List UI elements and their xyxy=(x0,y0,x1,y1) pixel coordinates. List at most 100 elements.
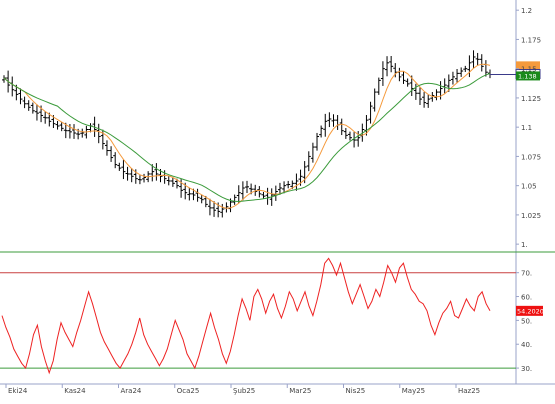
ohlc-bar xyxy=(187,187,192,201)
ohlc-bar xyxy=(72,124,77,139)
ohlc-bar xyxy=(10,76,15,97)
ohlc-bar xyxy=(277,182,282,195)
price-tick-label: 1.025 xyxy=(521,212,541,220)
x-tick-label: Nis25 xyxy=(346,387,366,395)
ohlc-bar xyxy=(22,96,27,109)
ohlc-bar xyxy=(257,186,262,198)
ohlc-bar xyxy=(347,131,352,141)
x-tick-label: Kas24 xyxy=(64,387,86,395)
ohlc-bar xyxy=(323,113,328,137)
ohlc-bar xyxy=(463,65,468,72)
ohlc-bar xyxy=(368,101,373,124)
price-tick-label: 1.075 xyxy=(521,153,541,161)
ohlc-bar xyxy=(80,128,85,138)
fast-ma-tag xyxy=(516,61,540,71)
ohlc-bar xyxy=(232,194,237,205)
ohlc-bar xyxy=(207,198,212,216)
ohlc-bar xyxy=(170,177,175,187)
ohlc-bar xyxy=(434,89,439,101)
ohlc-bar xyxy=(261,191,266,199)
ohlc-bar xyxy=(14,84,19,101)
ohlc-bar xyxy=(129,168,134,183)
axis-labels: 1.2 1.175 1.15 1.125 1.1 1.075 1.05 1.025 1. 70. 6… xyxy=(5,7,541,395)
ohlc-bar xyxy=(471,50,476,69)
ohlc-bar xyxy=(376,77,381,95)
ohlc-bar xyxy=(335,115,340,130)
ohlc-bar xyxy=(364,115,369,136)
ohlc-bar xyxy=(34,104,39,121)
ohlc-bar xyxy=(455,69,460,84)
ohlc-bar xyxy=(63,122,68,139)
oscillator-tick-label: 70. xyxy=(521,270,532,278)
ohlc-bar xyxy=(43,111,48,124)
ohlc-bar xyxy=(199,194,204,204)
ohlc-bar xyxy=(166,176,171,186)
ohlc-bar xyxy=(212,201,217,217)
oscillator-tick-label: 30. xyxy=(521,365,532,373)
ohlc-bar xyxy=(195,188,200,202)
ohlc-bar xyxy=(319,125,324,138)
ohlc-bar xyxy=(450,71,455,85)
price-tick-label: 1. xyxy=(521,241,528,249)
ohlc-bar xyxy=(294,173,299,191)
price-tick-label: 1.1 xyxy=(521,124,532,132)
ohlc-bar xyxy=(356,131,361,147)
slow-moving-average-line xyxy=(3,72,491,203)
ohlc-bar xyxy=(467,55,472,78)
price-panel xyxy=(2,50,516,218)
ohlc-bar xyxy=(413,83,418,100)
ohlc-bar xyxy=(442,78,447,94)
ohlc-bar xyxy=(113,152,118,169)
oscillator-tick-label: 60. xyxy=(521,294,532,302)
ohlc-bar xyxy=(315,132,320,151)
ohlc-bar xyxy=(236,185,241,203)
ohlc-bar xyxy=(55,121,60,130)
ohlc-bar xyxy=(475,52,480,66)
oscillator-value-tag xyxy=(516,305,543,316)
oscillator-tick-label: 40. xyxy=(521,341,532,349)
ohlc-bar xyxy=(286,180,291,189)
ohlc-bar xyxy=(401,71,406,84)
ohlc-bar xyxy=(426,94,431,108)
ohlc-bar xyxy=(18,88,23,105)
ohlc-bar xyxy=(306,151,311,172)
ohlc-bar xyxy=(389,55,394,73)
oscillator-value-label: 54.2020 xyxy=(517,307,544,315)
price-tick-label: 1.125 xyxy=(521,95,541,103)
ohlc-bar xyxy=(397,67,402,82)
price-tick-label: 1.15 xyxy=(521,66,537,74)
ohlc-bar xyxy=(117,162,122,171)
ohlc-bar xyxy=(125,166,130,181)
ohlc-bar xyxy=(121,159,126,180)
ohlc-bar xyxy=(142,173,147,183)
ohlc-bar xyxy=(150,164,155,182)
ohlc-bar xyxy=(245,180,249,193)
x-tick-label: Ara24 xyxy=(121,387,142,395)
ohlc-bar xyxy=(327,112,332,128)
slow-ma-tag xyxy=(516,71,540,81)
x-tick-label: Oca25 xyxy=(177,387,200,395)
oscillator-tick-label: 50. xyxy=(521,317,532,325)
x-tick-label: Eki24 xyxy=(8,387,28,395)
ohlc-bar xyxy=(220,203,225,218)
price-tick-label: 1.175 xyxy=(521,36,541,44)
oscillator-panel xyxy=(0,257,516,375)
oscillator-line xyxy=(1,257,491,375)
ohlc-bar xyxy=(253,184,258,196)
x-tick-label: Şub25 xyxy=(233,387,255,395)
ohlc-bar xyxy=(372,88,377,112)
ohlc-bar xyxy=(422,92,427,108)
slow-ma-label: 1.138 xyxy=(518,72,537,80)
ohlc-bar xyxy=(339,118,344,136)
price-tick-label: 1.2 xyxy=(521,7,532,15)
ohlc-bar xyxy=(282,181,287,194)
ohlc-bar xyxy=(109,146,114,162)
fast-moving-average-line xyxy=(3,63,491,209)
ohlc-bar xyxy=(446,74,451,92)
ohlc-bar xyxy=(459,67,464,77)
ohlc-bar xyxy=(405,78,410,87)
ohlc-bar xyxy=(59,122,64,132)
